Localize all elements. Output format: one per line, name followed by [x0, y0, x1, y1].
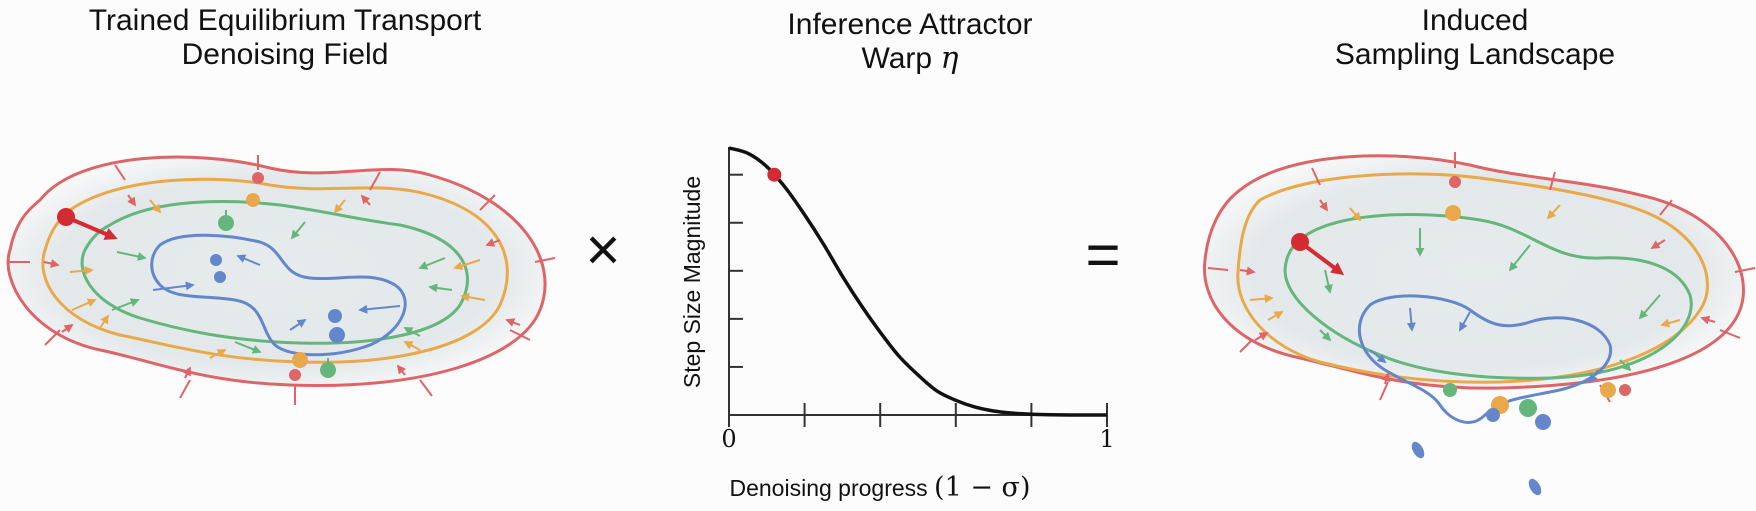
right-orange-arrows [1249, 204, 1681, 328]
left-blue-arrows [152, 254, 401, 331]
left-sample-arrow [57, 208, 118, 240]
right-outer-boundary [1202, 154, 1745, 390]
right-red-dots [1449, 176, 1631, 396]
right-landscape-diagram [1202, 152, 1756, 496]
right-sample-arrow [1291, 233, 1345, 276]
middle-panel-title: Inference Attractor Warp η [740, 8, 1080, 76]
right-green-dots [1443, 383, 1537, 417]
left-field-diagram [6, 155, 556, 405]
middle-title-line2-text: Warp [861, 42, 941, 75]
warp-chart: 0 1 Step Size Magnitude Denoising progre… [679, 146, 1115, 503]
right-green-contour [1283, 213, 1693, 380]
right-title-line1: Induced [1421, 4, 1529, 37]
left-orange-contour [41, 177, 509, 364]
right-red-arrows [1239, 199, 1716, 385]
left-orange-dots [246, 193, 308, 368]
x-axis-label-math: (1 − σ) [934, 472, 1030, 503]
right-title-line2: Sampling Landscape [1334, 38, 1616, 71]
left-green-arrows [111, 221, 453, 354]
left-green-contour [80, 200, 469, 345]
warp-curve [728, 146, 1107, 417]
y-axis-label: Step Size Magnitude [679, 176, 705, 388]
times-operator: × [585, 216, 620, 283]
right-blue-arrows [1369, 307, 1599, 384]
left-green-dots [218, 210, 336, 378]
left-orange-arrows [69, 199, 486, 359]
x-axis-label-text: Denoising progress [729, 475, 934, 501]
middle-title-line2: Warp η [740, 42, 1080, 76]
right-orange-contour [1236, 172, 1709, 384]
attractor-point [767, 167, 782, 182]
right-blue-dots [1411, 408, 1551, 496]
x-axis-label: Denoising progress (1 − σ) [729, 472, 1030, 503]
x-tick-label-1: 1 [1099, 425, 1114, 453]
left-blue-dots [210, 254, 345, 343]
equals-operator: = [1085, 221, 1120, 288]
right-blue-contour [1357, 294, 1613, 424]
eta-symbol: η [940, 41, 959, 76]
right-boundary-ticks [1207, 152, 1756, 403]
left-red-dots [252, 172, 301, 381]
right-panel-title: Induced Sampling Landscape [1300, 4, 1650, 72]
x-tick-label-0: 0 [721, 425, 736, 453]
right-green-arrows [1319, 228, 1661, 372]
middle-title-line1: Inference Attractor [787, 8, 1033, 41]
left-red-arrows [43, 194, 521, 379]
left-blue-contour [150, 233, 407, 357]
y-ticks [729, 173, 743, 368]
left-boundary-ticks [8, 155, 556, 405]
left-title-line2: Denoising Field [181, 38, 389, 71]
left-panel-title: Trained Equilibrium Transport Denoising … [50, 4, 520, 72]
left-title-line1: Trained Equilibrium Transport [88, 4, 482, 37]
